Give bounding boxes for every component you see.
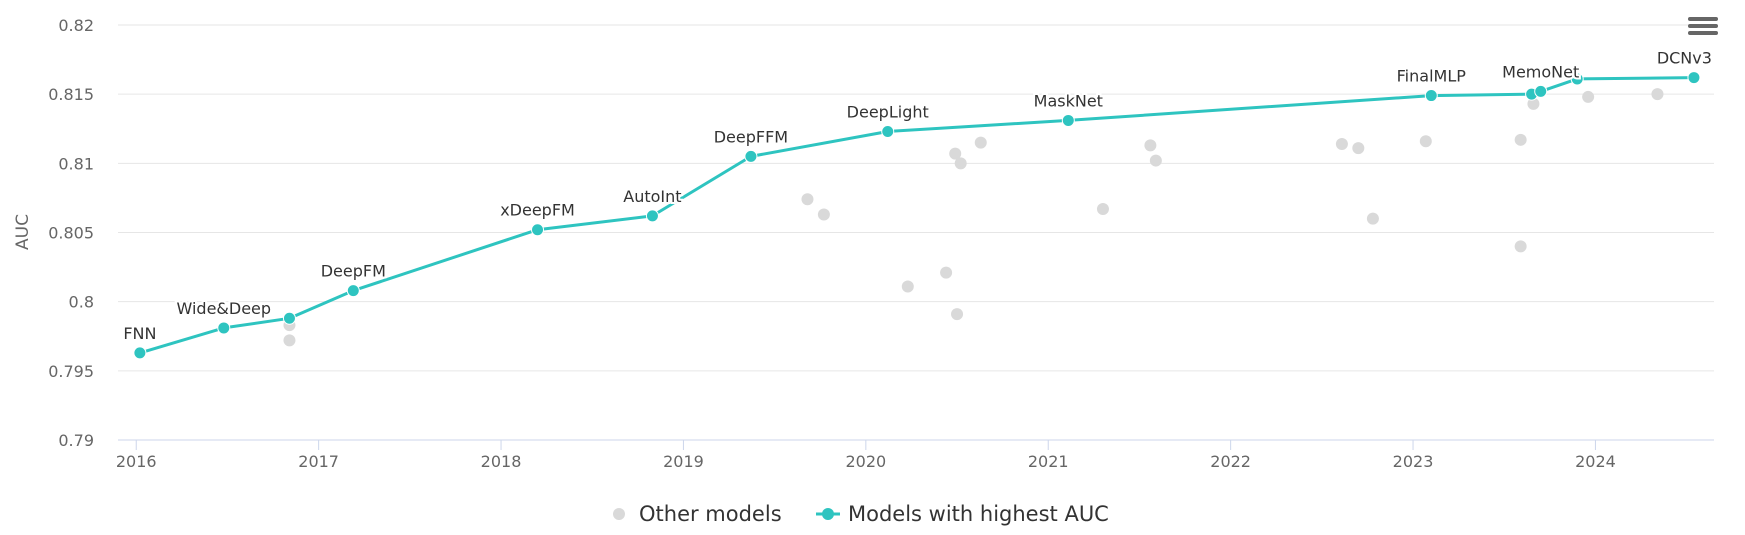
model-label: FNN — [123, 324, 156, 343]
other-model-point[interactable] — [1514, 133, 1527, 146]
model-label: MaskNet — [1034, 91, 1103, 110]
other-model-point[interactable] — [1419, 135, 1432, 148]
legend-item-other-models[interactable]: Other models — [613, 502, 782, 526]
x-tick-label: 2016 — [116, 452, 157, 471]
y-tick-label: 0.79 — [58, 431, 94, 450]
x-tick-label: 2020 — [845, 452, 886, 471]
x-tick-label: 2023 — [1393, 452, 1434, 471]
other-model-point[interactable] — [1096, 202, 1109, 215]
other-model-point[interactable] — [1149, 154, 1162, 167]
other-model-point[interactable] — [974, 136, 987, 149]
other-model-point[interactable] — [817, 208, 830, 221]
legend-other-models-marker — [613, 508, 625, 520]
legend-highest-auc-label: Models with highest AUC — [848, 502, 1109, 526]
other-model-point[interactable] — [1514, 240, 1527, 253]
highest-auc-point[interactable] — [1687, 71, 1701, 85]
y-axis-ticks: 0.79 0.795 0.8 0.805 0.81 0.815 0.82 — [48, 16, 94, 450]
grid-lines — [118, 24, 1714, 441]
menu-bar — [1688, 17, 1718, 21]
x-tick-label: 2024 — [1575, 452, 1616, 471]
other-model-point[interactable] — [901, 280, 914, 293]
other-model-point[interactable] — [801, 193, 814, 206]
highest-auc-point[interactable] — [1061, 113, 1075, 127]
model-label: DeepFM — [321, 262, 386, 281]
other-model-point[interactable] — [283, 334, 296, 347]
y-tick-label: 0.805 — [48, 224, 94, 243]
other-model-point[interactable] — [1144, 139, 1157, 152]
y-tick-label: 0.81 — [58, 154, 94, 173]
highest-auc-point[interactable] — [881, 125, 895, 139]
highest-auc-point[interactable] — [282, 311, 296, 325]
highest-auc-point[interactable] — [1424, 89, 1438, 103]
other-model-point[interactable] — [1651, 88, 1664, 101]
model-label: FinalMLP — [1397, 67, 1467, 86]
x-tick-label: 2018 — [481, 452, 522, 471]
other-model-point[interactable] — [954, 157, 967, 170]
other-model-point[interactable] — [1366, 212, 1379, 225]
highest-auc-point[interactable] — [744, 149, 758, 163]
other-model-point[interactable] — [1582, 90, 1595, 103]
highest-auc-point[interactable] — [1534, 84, 1548, 98]
y-axis-label: AUC — [13, 214, 33, 250]
x-axis: 2016 2017 2018 2019 2020 2021 2022 2023 2024 — [116, 440, 1616, 471]
legend[interactable]: Other models Models with highest AUC — [613, 502, 1109, 526]
legend-highest-auc-marker — [822, 508, 834, 520]
highest-auc-series: FNN Wide&Deep DeepFM xDeepFM AutoInt DeepFFM D… — [121, 47, 1714, 360]
model-label: Wide&Deep — [177, 299, 272, 318]
other-model-point[interactable] — [951, 308, 964, 321]
y-tick-label: 0.8 — [69, 293, 94, 312]
menu-bar — [1688, 31, 1718, 35]
highest-auc-point[interactable] — [531, 223, 545, 237]
x-tick-label: 2017 — [298, 452, 339, 471]
other-model-point[interactable] — [940, 266, 953, 279]
other-model-point[interactable] — [949, 147, 962, 160]
x-tick-label: 2019 — [663, 452, 704, 471]
y-tick-label: 0.815 — [48, 85, 94, 104]
hamburger-menu-icon[interactable] — [1688, 14, 1718, 42]
x-tick-label: 2021 — [1028, 452, 1069, 471]
y-tick-label: 0.82 — [58, 16, 94, 35]
model-label: DeepFFM — [714, 127, 788, 146]
other-model-point[interactable] — [1527, 97, 1540, 110]
model-label: DeepLight — [847, 103, 929, 122]
other-model-point[interactable] — [1352, 142, 1365, 155]
legend-item-highest-auc[interactable]: Models with highest AUC — [816, 502, 1109, 526]
highest-auc-point[interactable] — [133, 346, 147, 360]
highest-auc-point[interactable] — [645, 209, 659, 223]
highest-auc-point[interactable] — [217, 321, 231, 335]
model-label: MemoNet — [1502, 62, 1579, 81]
model-label: DCNv3 — [1657, 49, 1712, 68]
other-model-point[interactable] — [1335, 137, 1348, 150]
highest-auc-point[interactable] — [1570, 72, 1584, 86]
x-tick-label: 2022 — [1210, 452, 1251, 471]
model-label: AutoInt — [623, 187, 681, 206]
menu-bar — [1688, 24, 1718, 28]
legend-other-models-label: Other models — [639, 502, 782, 526]
y-tick-label: 0.795 — [48, 362, 94, 381]
other-models-series — [283, 88, 1664, 347]
highest-auc-point[interactable] — [346, 284, 360, 298]
model-label: xDeepFM — [500, 201, 575, 220]
